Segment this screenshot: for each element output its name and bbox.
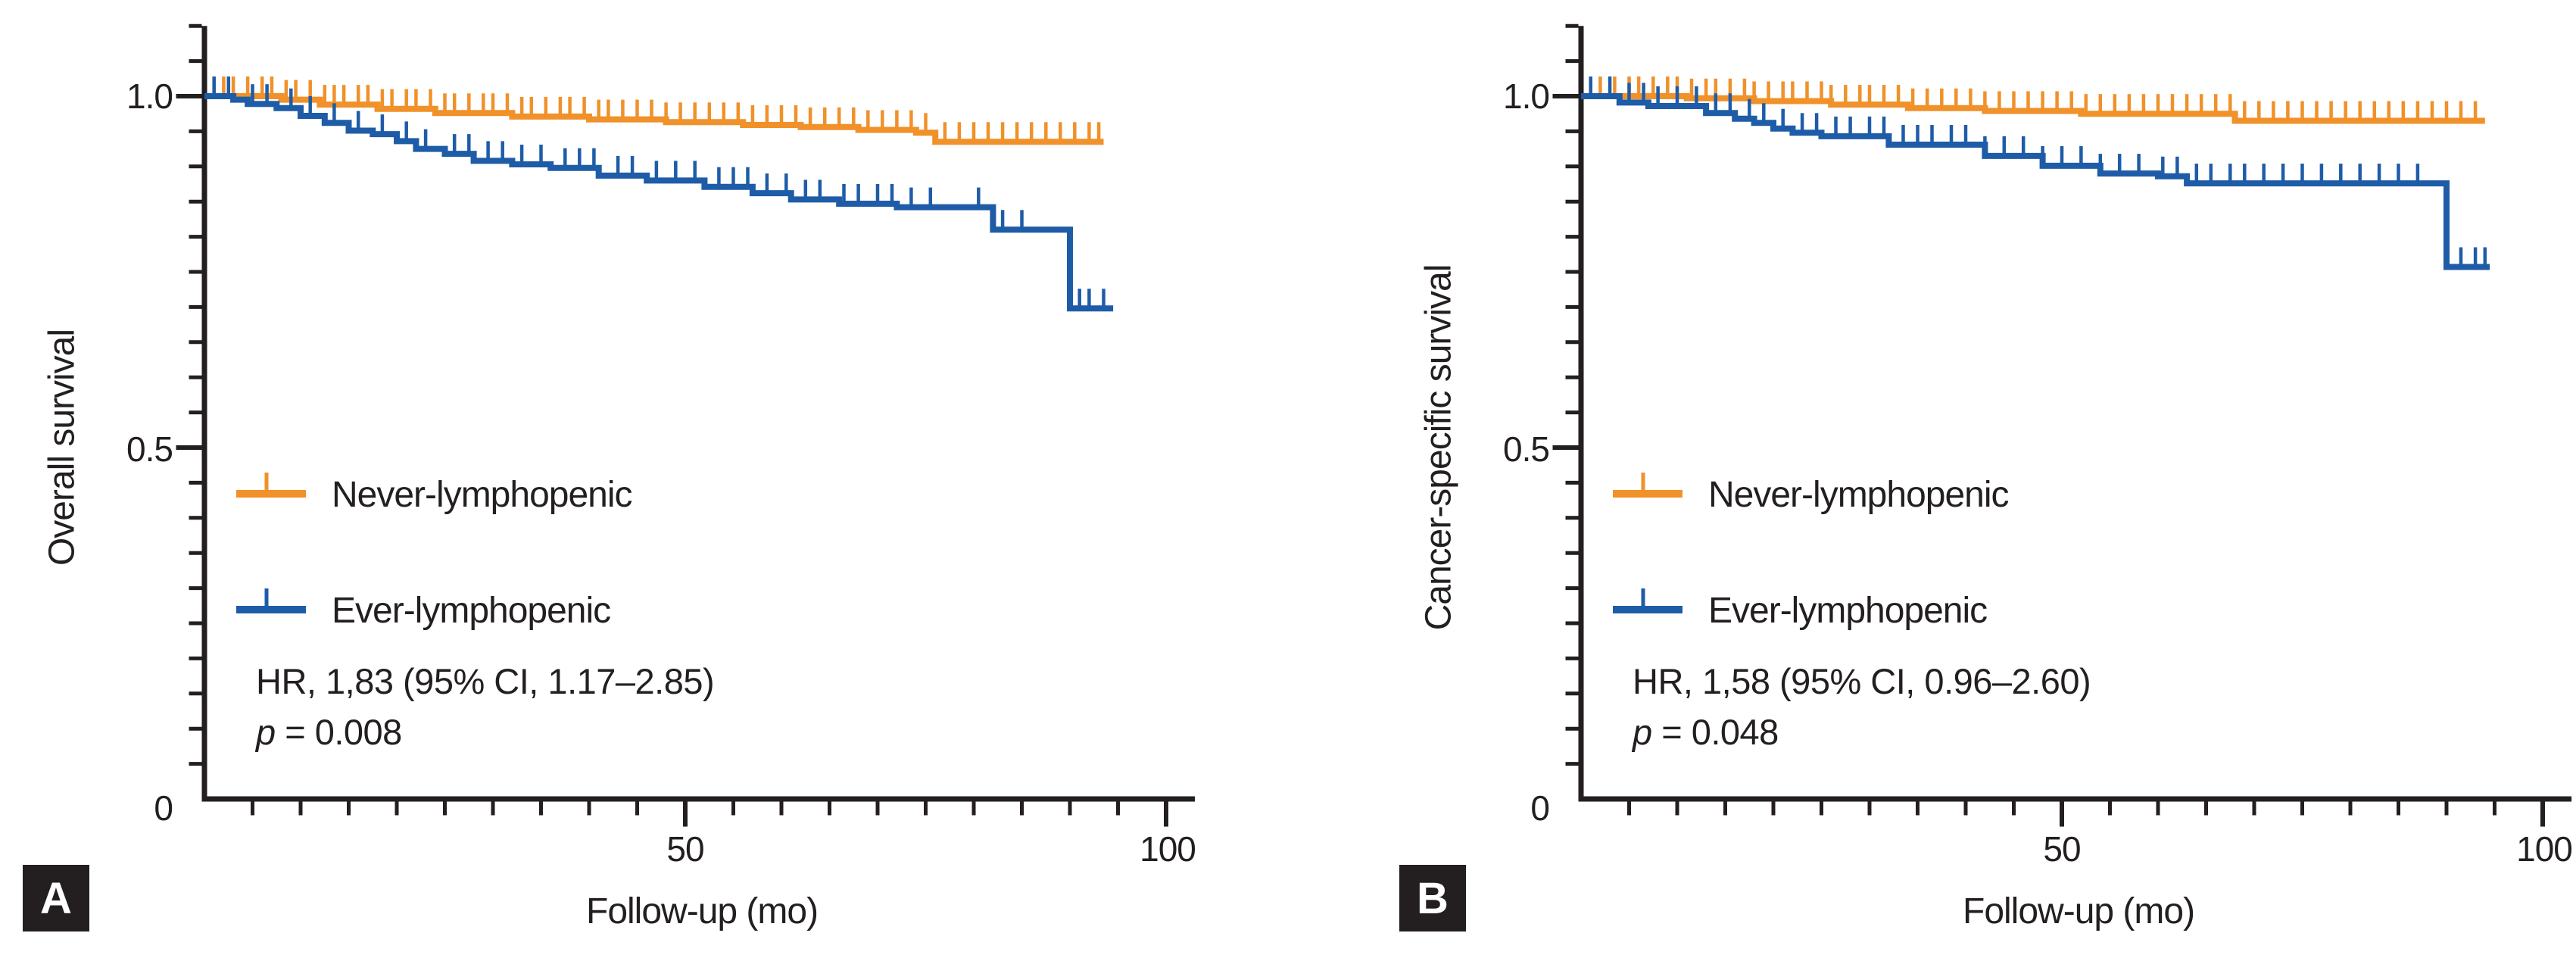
p-value-text: p = 0.048	[1633, 712, 1779, 752]
ever-lymphopenic-series	[1581, 76, 2490, 270]
x-tick-label-50: 50	[666, 829, 704, 869]
legend-label: Never-lymphopenic	[1708, 475, 2010, 515]
hazard-ratio-text: HR, 1,83 (95% CI, 1.17–2.85)	[256, 661, 715, 701]
x-tick-label-100: 100	[2516, 829, 2573, 869]
stats-annotation: HR, 1,83 (95% CI, 1.17–2.85) p = 0.008	[256, 656, 715, 757]
panel-a: Overall survival 1.0 0.5 0 50 100 Follow…	[0, 0, 1199, 958]
ever-lymphopenic-legend-marker-icon	[236, 588, 306, 613]
y-tick-label-1-0: 1.0	[1503, 76, 1550, 116]
never-lymphopenic-legend-marker-icon	[1613, 473, 1683, 498]
hazard-ratio-text: HR, 1,58 (95% CI, 0.96–2.60)	[1633, 661, 2091, 701]
legend-label: Ever-lymphopenic	[1708, 591, 1988, 631]
stats-annotation: HR, 1,58 (95% CI, 0.96–2.60) p = 0.048	[1633, 656, 2091, 757]
panel-a-badge: A	[23, 865, 89, 931]
never-lymphopenic-series	[204, 76, 1104, 145]
x-tick-label-50: 50	[2043, 829, 2081, 869]
x-axis-title: Follow-up (mo)	[586, 891, 819, 931]
never-lymphopenic-legend-marker-icon	[236, 473, 306, 498]
legend-label: Never-lymphopenic	[332, 475, 633, 515]
p-value-text: p = 0.008	[256, 712, 402, 752]
panel-a-plot	[176, 23, 1196, 827]
y-tick-label-0-5: 0.5	[126, 429, 173, 469]
never-lymphopenic-series	[1581, 76, 2485, 124]
ever-lymphopenic-legend-marker-icon	[1613, 588, 1683, 613]
x-axis-title: Follow-up (mo)	[1963, 891, 2195, 931]
y-tick-label-0: 0	[1530, 788, 1550, 828]
ever-lymphopenic-curve	[204, 93, 1114, 312]
ever-lymphopenic-series	[204, 76, 1114, 312]
never-lymphopenic-curve	[204, 93, 1104, 145]
y-tick-label-0: 0	[154, 788, 173, 828]
axes	[176, 23, 1196, 827]
panel-b-plot	[1552, 23, 2572, 827]
x-tick-label-100: 100	[1140, 829, 1196, 869]
ever-lymphopenic-curve	[1581, 93, 2490, 270]
axes	[1552, 23, 2572, 827]
legend-label: Ever-lymphopenic	[332, 591, 611, 631]
never-lymphopenic-curve	[1581, 93, 2485, 124]
panel-b-badge: B	[1399, 865, 1466, 931]
y-tick-label-0-5: 0.5	[1503, 429, 1550, 469]
panel-b: Cancer-specific survival 1.0 0.5 0 50 10…	[1377, 0, 2576, 958]
y-tick-label-1-0: 1.0	[126, 76, 173, 116]
